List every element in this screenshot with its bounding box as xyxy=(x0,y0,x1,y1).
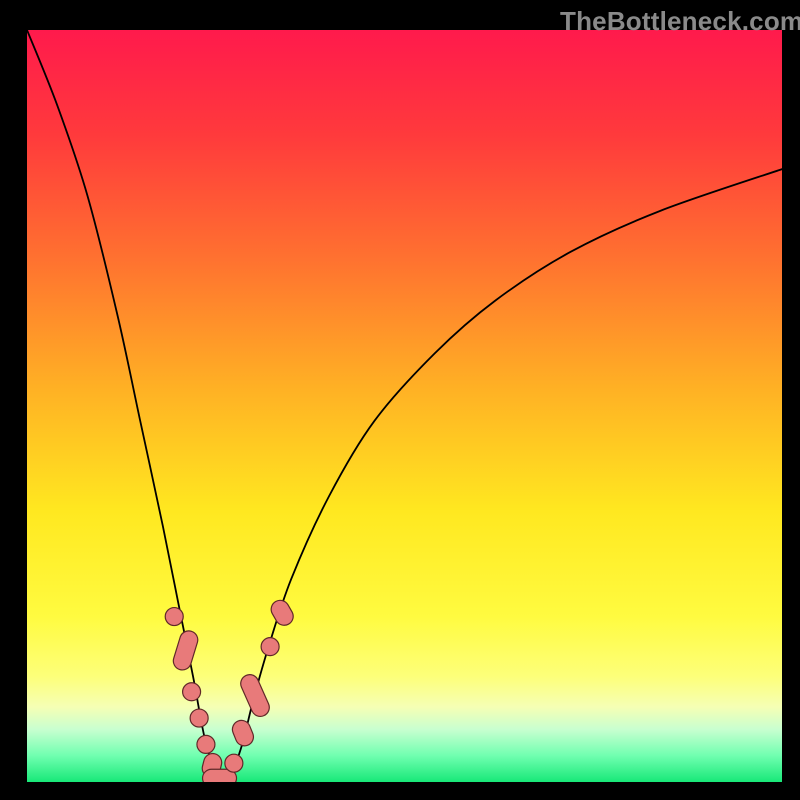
watermark-source-label: TheBottleneck.com xyxy=(560,6,800,37)
plot-background xyxy=(27,30,782,782)
data-marker xyxy=(261,638,279,656)
data-marker xyxy=(183,683,201,701)
data-marker xyxy=(165,608,183,626)
data-marker xyxy=(225,754,243,772)
data-marker xyxy=(197,735,215,753)
chart-svg xyxy=(0,0,800,800)
data-marker xyxy=(190,709,208,727)
